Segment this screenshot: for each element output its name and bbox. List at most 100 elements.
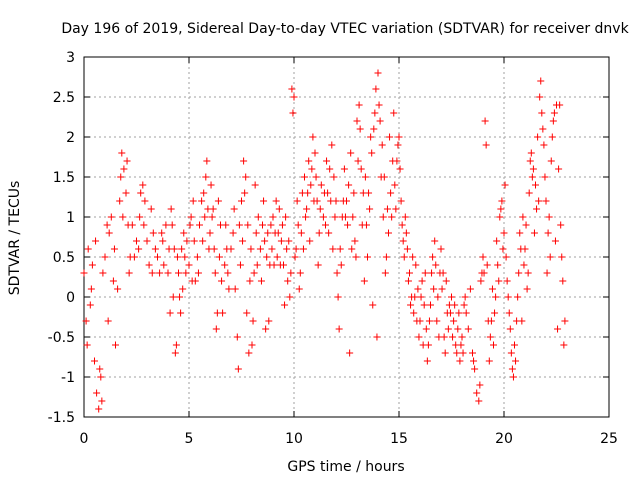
data-point-marker — [417, 293, 425, 301]
data-point-marker — [367, 133, 375, 141]
data-point-marker — [329, 245, 337, 253]
data-point-marker — [475, 397, 483, 405]
data-point-marker — [112, 341, 119, 349]
data-point-marker — [116, 197, 124, 205]
data-point-marker — [434, 293, 442, 301]
data-point-marker — [200, 189, 208, 197]
data-point-marker — [364, 253, 371, 261]
x-tick-label: 15 — [390, 431, 408, 447]
data-point-marker — [136, 213, 144, 221]
data-point-marker — [330, 173, 338, 181]
data-point-marker — [503, 277, 511, 285]
y-tick-label: 0.5 — [53, 250, 75, 266]
data-point-marker — [546, 253, 554, 261]
data-point-marker — [422, 325, 430, 333]
data-point-marker — [372, 85, 380, 93]
data-point-marker — [288, 85, 296, 93]
data-point-marker — [274, 229, 282, 237]
data-point-marker — [391, 181, 399, 189]
data-point-marker — [397, 197, 405, 205]
data-point-marker — [304, 189, 312, 197]
data-point-marker — [160, 261, 168, 269]
data-point-marker — [261, 237, 269, 245]
data-point-marker — [477, 277, 485, 285]
data-point-marker — [190, 237, 198, 245]
data-point-marker — [91, 357, 98, 365]
data-point-marker — [105, 229, 113, 237]
data-point-marker — [141, 197, 149, 205]
data-point-marker — [420, 301, 428, 309]
data-point-marker — [412, 261, 420, 269]
data-point-marker — [188, 277, 196, 285]
data-point-marker — [239, 237, 247, 245]
data-point-marker — [151, 245, 159, 253]
data-point-marker — [479, 253, 487, 261]
data-point-marker — [242, 173, 250, 181]
data-point-marker — [428, 269, 436, 277]
data-point-marker — [275, 205, 283, 213]
data-point-marker — [423, 357, 431, 365]
data-point-marker — [407, 301, 415, 309]
data-point-marker — [462, 309, 470, 317]
data-point-marker — [557, 221, 565, 229]
data-point-marker — [218, 277, 226, 285]
data-point-marker — [470, 357, 478, 365]
data-point-marker — [93, 389, 101, 397]
data-point-marker — [353, 117, 361, 125]
data-point-marker — [500, 229, 508, 237]
data-point-marker — [149, 229, 157, 237]
data-point-marker — [110, 245, 118, 253]
data-point-marker — [544, 229, 552, 237]
data-point-marker — [309, 133, 317, 141]
data-point-marker — [119, 213, 127, 221]
data-point-marker — [538, 109, 546, 117]
data-point-marker — [283, 245, 291, 253]
data-point-marker — [460, 301, 468, 309]
data-point-marker — [264, 229, 272, 237]
data-point-marker — [252, 229, 260, 237]
data-point-marker — [147, 205, 155, 213]
data-point-marker — [265, 317, 273, 325]
data-point-marker — [178, 245, 186, 253]
data-point-marker — [307, 181, 315, 189]
plot-frame — [83, 56, 610, 418]
y-tick-label: 3 — [66, 50, 75, 66]
data-point-marker — [201, 213, 209, 221]
data-point-marker — [511, 341, 518, 349]
data-point-marker — [143, 237, 151, 245]
data-point-marker — [263, 253, 271, 261]
data-point-marker — [345, 181, 353, 189]
data-point-marker — [278, 221, 286, 229]
data-point-marker — [509, 373, 517, 381]
data-point-marker — [297, 229, 305, 237]
data-point-marker — [366, 205, 374, 213]
data-point-marker — [337, 261, 345, 269]
data-point-marker — [284, 277, 292, 285]
data-point-marker — [194, 269, 202, 277]
data-point-marker — [455, 309, 463, 317]
data-point-marker — [485, 357, 493, 365]
data-point-marker — [92, 237, 100, 245]
data-point-marker — [440, 333, 448, 341]
data-point-marker — [209, 205, 217, 213]
data-point-marker — [454, 325, 462, 333]
data-point-marker — [317, 181, 325, 189]
data-point-marker — [498, 197, 506, 205]
data-point-marker — [365, 189, 373, 197]
data-point-marker — [534, 133, 542, 141]
data-point-marker — [322, 221, 329, 229]
data-point-marker — [292, 245, 300, 253]
data-point-marker — [177, 309, 185, 317]
data-point-marker — [495, 277, 503, 285]
data-point-marker — [449, 333, 457, 341]
data-point-marker — [162, 221, 170, 229]
data-point-marker — [299, 245, 307, 253]
data-point-marker — [382, 253, 390, 261]
data-point-marker — [383, 205, 391, 213]
data-point-marker — [316, 205, 324, 213]
data-point-marker — [375, 101, 383, 109]
data-point-marker — [344, 221, 352, 229]
data-point-marker — [466, 285, 474, 293]
data-point-marker — [431, 237, 439, 245]
y-tick-label: 1.5 — [53, 170, 75, 186]
